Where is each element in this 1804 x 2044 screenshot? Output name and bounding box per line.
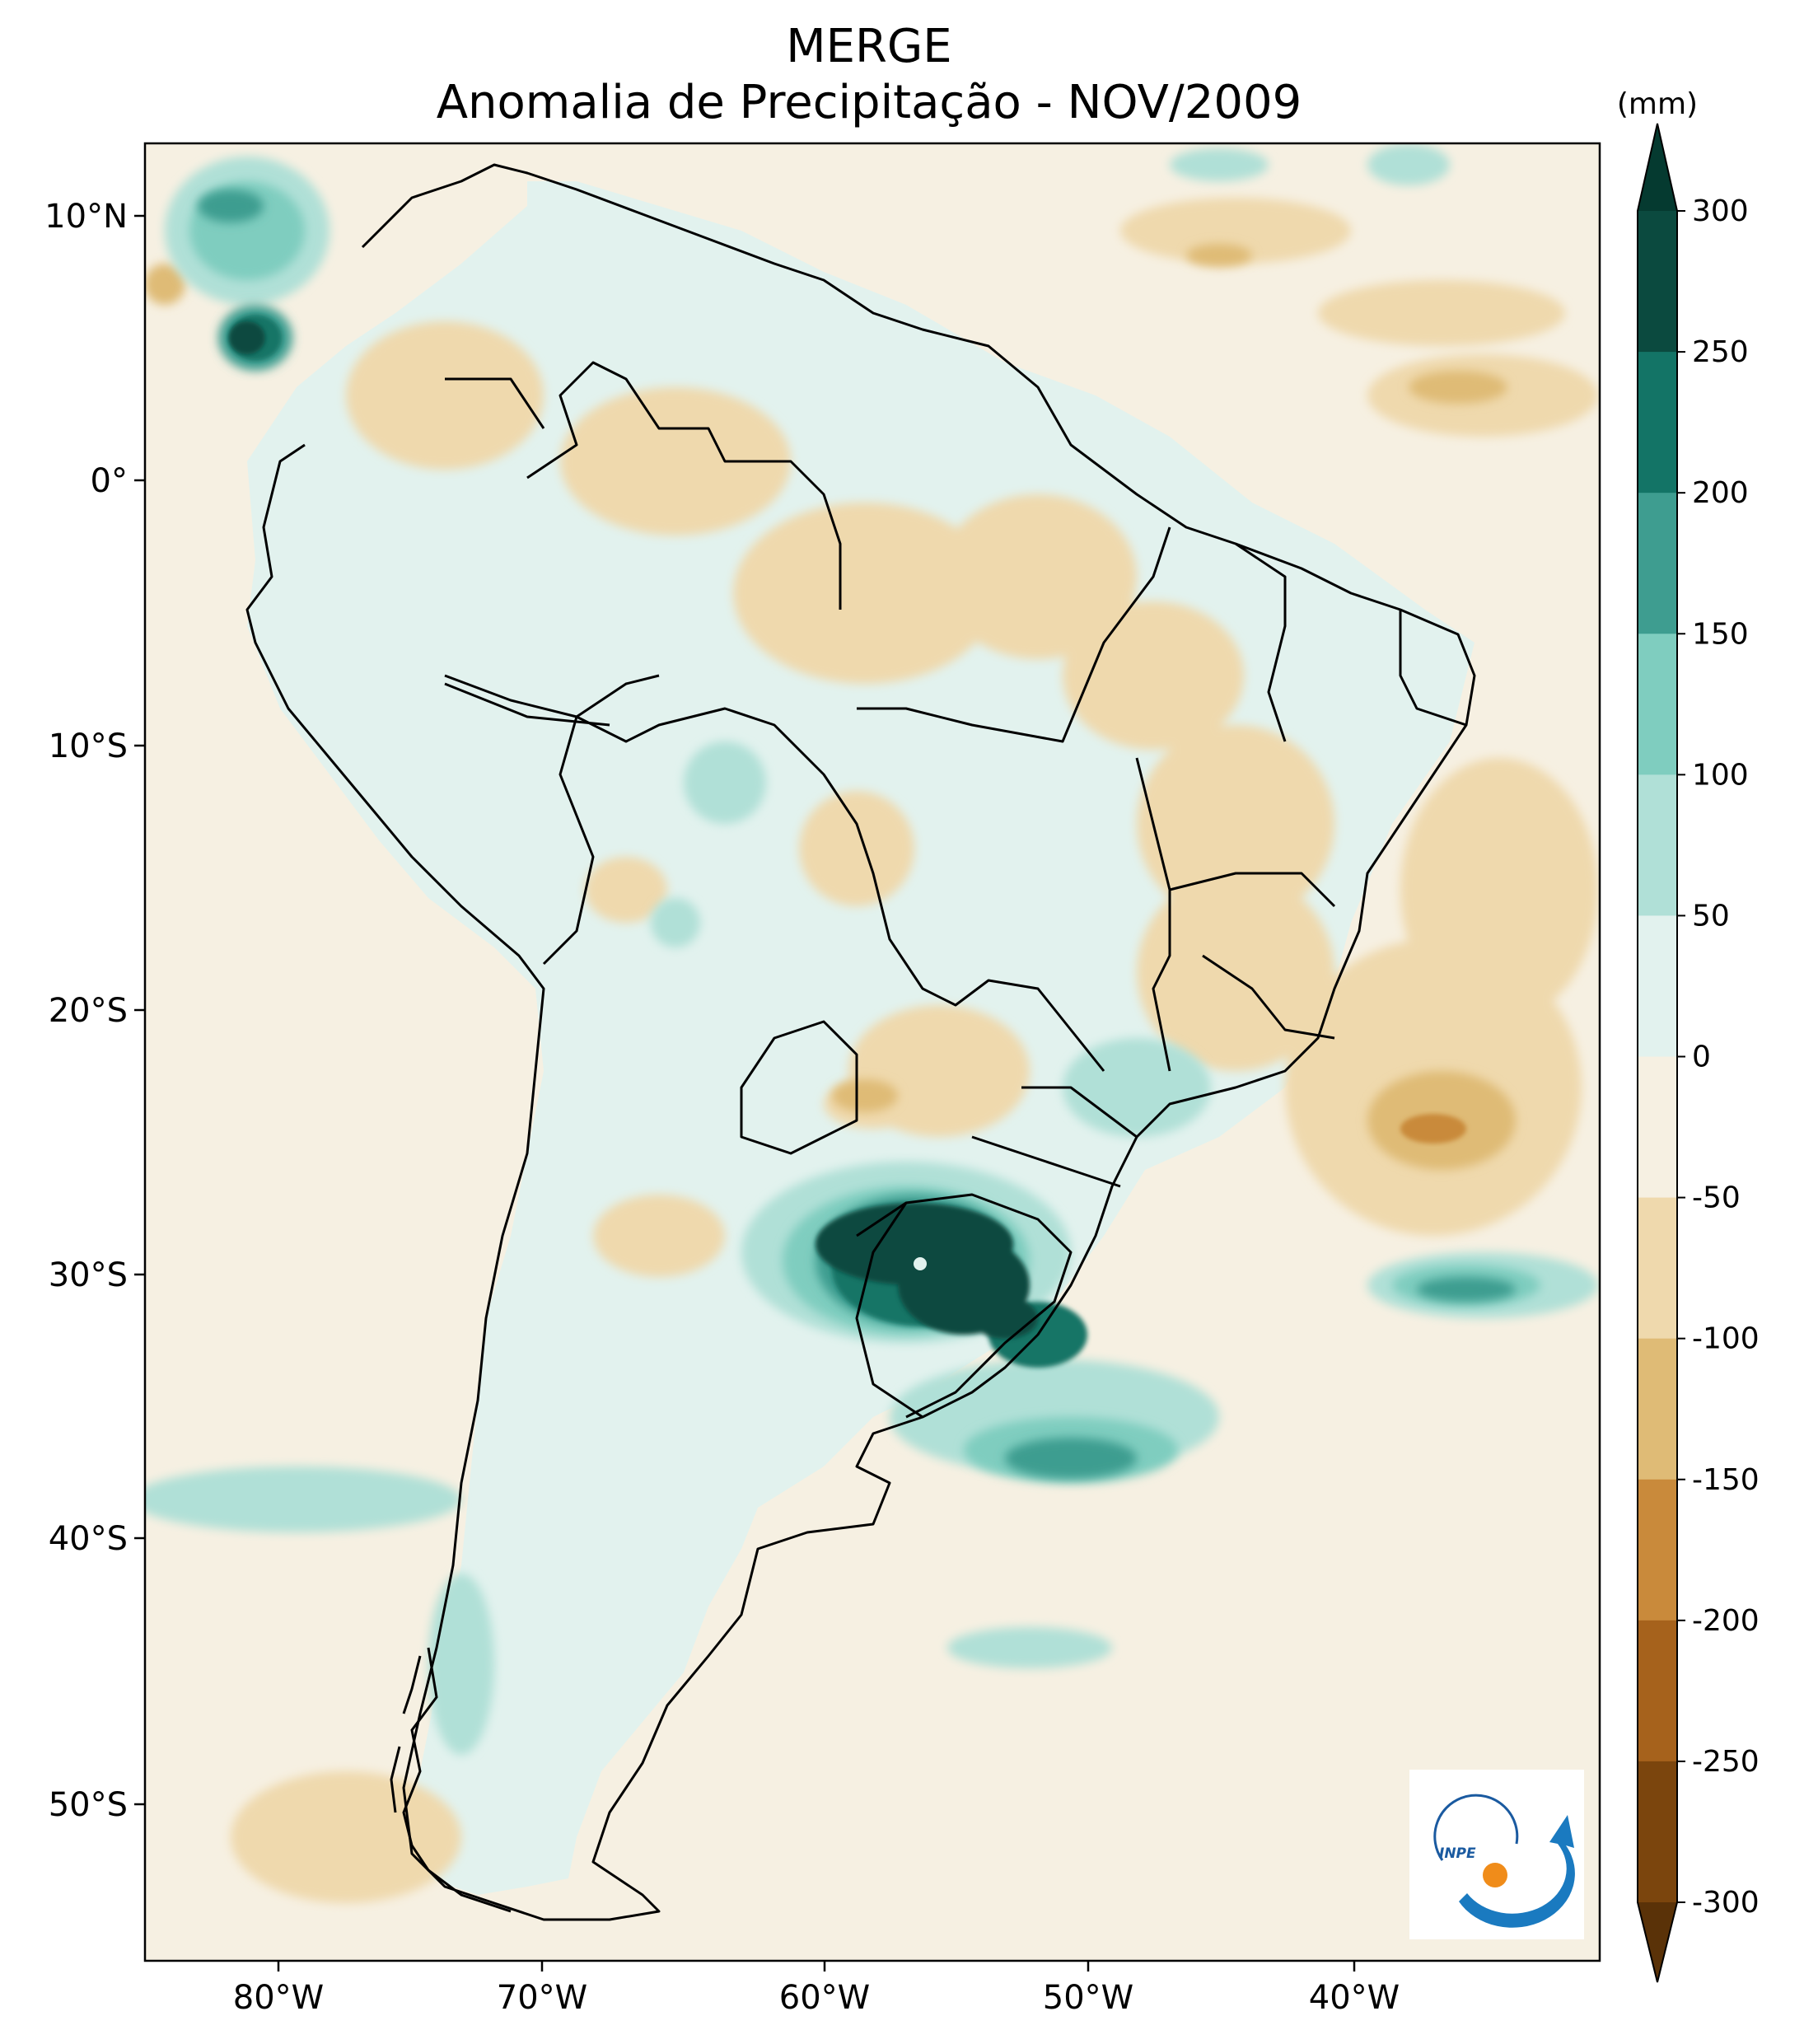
- colorbar-tick-label: -50: [1692, 1181, 1741, 1215]
- inpe-logo: INPE: [1409, 1770, 1584, 1939]
- colorbar-segment: [1638, 1056, 1677, 1199]
- colorbar: (mm) 300 250 200 150 100 50 0 -50 -100 -150 -200 -2…: [1617, 87, 1760, 1983]
- colorbar-arrow-bottom: [1638, 1902, 1677, 1982]
- colorbar-tick-label: -250: [1692, 1745, 1760, 1779]
- lat-tick-label: 30°S: [49, 1256, 128, 1294]
- colorbar-tick-label: -200: [1692, 1604, 1760, 1638]
- colorbar-segment: [1638, 915, 1677, 1057]
- colorbar-tick-label: 150: [1692, 617, 1749, 651]
- colorbar-segment: [1638, 774, 1677, 916]
- lon-tick-label: 40°W: [1309, 1979, 1400, 2017]
- colorbar-segment: [1638, 493, 1677, 634]
- map-title-line2: Anomalia de Precipitação - NOV/2009: [436, 76, 1302, 129]
- lon-tick-label: 60°W: [779, 1979, 870, 2017]
- lon-tick-label: 80°W: [233, 1979, 324, 2017]
- lat-tick-label: 10°S: [49, 727, 128, 765]
- country-borders: [245, 163, 1476, 1921]
- map-title-line1: MERGE: [786, 20, 952, 73]
- colorbar-segment: [1638, 1338, 1677, 1480]
- colorbar-tick-label: 0: [1692, 1041, 1711, 1074]
- colorbar-tick-label: 300: [1692, 194, 1749, 228]
- colorbar-segment: [1638, 1761, 1677, 1903]
- lat-tick-label: 0°: [91, 462, 128, 500]
- colorbar-tick-label: -150: [1692, 1463, 1760, 1497]
- lon-tick-label: 70°W: [497, 1979, 587, 2017]
- map-frame-border: [143, 142, 1601, 1962]
- colorbar-segment: [1638, 1479, 1677, 1621]
- colorbar-tick-label: 200: [1692, 476, 1749, 510]
- lat-tick-label: 20°S: [49, 992, 128, 1030]
- colorbar-segment: [1638, 352, 1677, 493]
- colorbar-segment: [1638, 1197, 1677, 1340]
- precip-anomaly-field: [145, 143, 1600, 1961]
- colorbar-tick-label: 100: [1692, 758, 1749, 792]
- lat-tick-marks: [134, 214, 145, 1806]
- lat-tick-label: 10°N: [44, 198, 128, 236]
- colorbar-tick-label: -300: [1692, 1886, 1760, 1920]
- lat-tick-label: 50°S: [49, 1786, 128, 1824]
- inpe-logo-text: INPE: [1439, 1845, 1476, 1862]
- colorbar-arrow-top: [1638, 124, 1677, 211]
- colorbar-tick-label: 250: [1692, 335, 1749, 369]
- lon-tick-marks: [277, 1961, 1356, 1972]
- inpe-logo-graphic: [1433, 1794, 1575, 1928]
- colorbar-segment: [1638, 1620, 1677, 1762]
- colorbar-segment: [1638, 211, 1677, 353]
- colorbar-unit: (mm): [1617, 87, 1698, 121]
- lat-tick-label: 40°S: [49, 1520, 128, 1558]
- lon-tick-label: 50°W: [1043, 1979, 1133, 2017]
- colorbar-segment: [1638, 634, 1677, 775]
- colorbar-tick-label: -100: [1692, 1322, 1760, 1356]
- chile-fjord-coast: [390, 1647, 512, 1913]
- colorbar-tick-label: 50: [1692, 899, 1730, 933]
